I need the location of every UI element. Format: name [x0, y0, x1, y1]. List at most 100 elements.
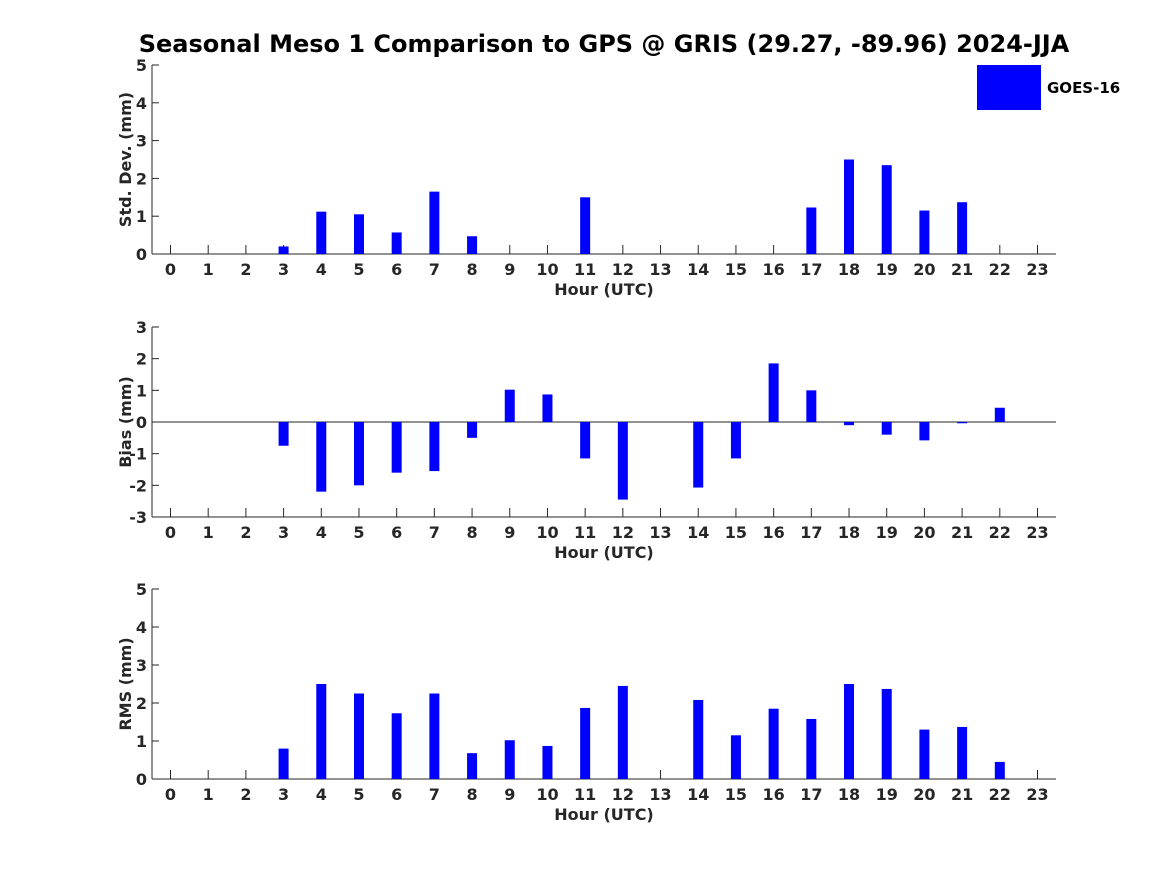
y-tick-label: 2	[136, 169, 147, 188]
x-tick-label: 6	[391, 260, 402, 279]
x-tick-label: 17	[800, 523, 822, 542]
bar-hour-9	[504, 740, 515, 779]
x-tick-label: 1	[203, 523, 214, 542]
x-tick-label: 4	[316, 260, 327, 279]
x-tick-label: 4	[316, 523, 327, 542]
x-tick-label: 5	[353, 523, 364, 542]
bar-hour-17	[806, 207, 817, 254]
x-axis-label: Hour (UTC)	[554, 280, 654, 299]
x-tick-label: 16	[762, 785, 784, 804]
x-tick-label: 10	[536, 523, 558, 542]
bar-hour-14	[693, 422, 704, 488]
x-tick-label: 9	[504, 523, 515, 542]
bar-hour-11	[580, 422, 591, 459]
x-tick-label: 20	[913, 523, 935, 542]
x-tick-label: 21	[951, 785, 973, 804]
y-tick-label: 5	[136, 56, 147, 75]
bar-hour-6	[391, 713, 402, 779]
y-tick-label: 4	[136, 94, 147, 113]
x-tick-label: 12	[612, 260, 634, 279]
x-tick-label: 13	[649, 523, 671, 542]
x-tick-label: 4	[316, 785, 327, 804]
bar-hour-19	[881, 688, 892, 779]
bar-hour-16	[768, 363, 779, 422]
x-tick-label: 8	[466, 785, 477, 804]
x-tick-label: 23	[1026, 785, 1048, 804]
x-tick-label: 10	[536, 260, 558, 279]
bar-hour-11	[580, 707, 591, 779]
bar-hour-18	[844, 422, 855, 426]
x-tick-label: 23	[1026, 523, 1048, 542]
x-tick-label: 6	[391, 785, 402, 804]
x-tick-label: 20	[913, 785, 935, 804]
bar-hour-4	[316, 211, 327, 254]
y-tick-label: 4	[136, 618, 147, 637]
x-tick-label: 18	[838, 260, 860, 279]
x-tick-label: 15	[725, 523, 747, 542]
bar-hour-3	[278, 422, 289, 446]
x-tick-label: 13	[649, 785, 671, 804]
x-tick-label: 3	[278, 523, 289, 542]
x-tick-label: 19	[876, 785, 898, 804]
bar-hour-18	[844, 684, 855, 779]
y-tick-label: 1	[136, 381, 147, 400]
bar-hour-7	[429, 191, 440, 254]
bar-hour-7	[429, 422, 440, 472]
y-axis-label: Std. Dev. (mm)	[116, 92, 135, 227]
x-tick-label: 9	[504, 260, 515, 279]
x-tick-label: 21	[951, 523, 973, 542]
x-tick-label: 11	[574, 523, 596, 542]
x-tick-label: 3	[278, 785, 289, 804]
bar-hour-5	[353, 214, 364, 254]
bar-hour-10	[542, 745, 553, 779]
bar-hour-16	[768, 708, 779, 779]
x-tick-label: 21	[951, 260, 973, 279]
x-tick-label: 6	[391, 523, 402, 542]
y-tick-label: 0	[136, 245, 147, 264]
x-tick-label: 12	[612, 523, 634, 542]
x-tick-label: 2	[240, 260, 251, 279]
bar-hour-20	[919, 422, 930, 441]
y-tick-label: 0	[136, 770, 147, 789]
legend-swatch	[977, 65, 1041, 110]
x-tick-label: 1	[203, 785, 214, 804]
bar-hour-15	[730, 735, 741, 779]
bar-hour-10	[542, 394, 553, 422]
bar-hour-7	[429, 693, 440, 779]
y-tick-label: -2	[129, 476, 147, 495]
x-tick-label: 19	[876, 260, 898, 279]
bar-hour-21	[957, 726, 968, 779]
x-tick-label: 19	[876, 523, 898, 542]
x-tick-label: 5	[353, 785, 364, 804]
legend: GOES-16	[977, 65, 1120, 110]
bar-hour-14	[693, 699, 704, 779]
x-tick-label: 0	[165, 523, 176, 542]
bar-hour-3	[278, 246, 289, 254]
y-tick-label: 5	[136, 580, 147, 599]
bar-hour-8	[467, 236, 478, 254]
x-tick-label: 17	[800, 260, 822, 279]
x-tick-label: 17	[800, 785, 822, 804]
y-tick-label: 1	[136, 207, 147, 226]
x-tick-label: 22	[989, 260, 1011, 279]
x-tick-label: 15	[725, 260, 747, 279]
bar-hour-21	[957, 422, 968, 424]
x-tick-label: 15	[725, 785, 747, 804]
bar-hour-19	[881, 165, 892, 254]
bar-hour-8	[467, 753, 478, 779]
bar-hour-11	[580, 197, 591, 254]
x-tick-label: 9	[504, 785, 515, 804]
y-tick-label: 0	[136, 413, 147, 432]
x-tick-label: 20	[913, 260, 935, 279]
bar-hour-12	[617, 685, 628, 779]
x-tick-label: 22	[989, 523, 1011, 542]
y-tick-label: -3	[129, 508, 147, 527]
x-tick-label: 14	[687, 785, 709, 804]
x-tick-label: 12	[612, 785, 634, 804]
x-tick-label: 8	[466, 260, 477, 279]
bar-hour-19	[881, 422, 892, 435]
